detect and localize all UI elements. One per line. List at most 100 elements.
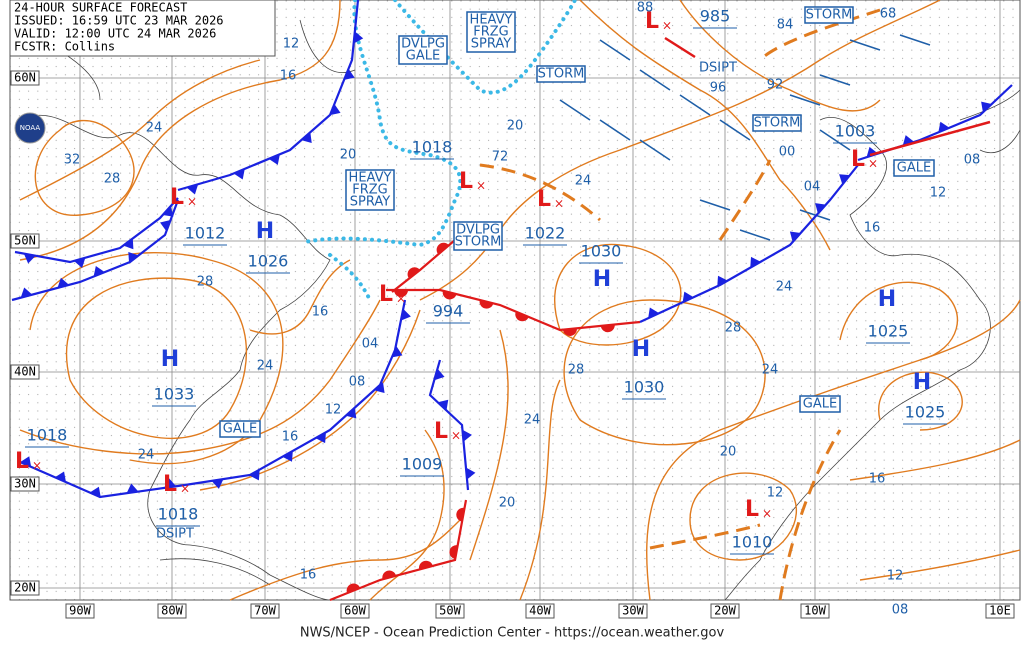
header-box	[9, 0, 276, 57]
isobar-label: 28	[104, 172, 121, 187]
graticule	[10, 0, 1020, 600]
header-line: ISSUED: 16:59 UTC 23 MAR 2026	[14, 14, 224, 28]
front-triangle	[211, 479, 224, 489]
cold-front	[19, 460, 186, 499]
isobar-label: 28	[725, 321, 742, 336]
pressure-value: 1018	[27, 426, 68, 445]
front-semicircle	[407, 267, 421, 279]
front-triangle	[648, 307, 660, 319]
warning-text: GALE	[223, 422, 257, 437]
front-semicircle	[456, 507, 465, 522]
warning-box	[466, 11, 516, 53]
isobar-label: 12	[767, 486, 784, 501]
front-triangle	[750, 256, 761, 268]
front-triangle	[123, 238, 134, 250]
front-triangle	[789, 231, 801, 243]
front-semicircle	[419, 560, 433, 570]
isobar-label: 04	[362, 337, 379, 352]
latitude-label-box	[10, 580, 40, 596]
isobar-label: 00	[779, 145, 796, 160]
warning-text: GALE	[803, 397, 837, 412]
warning-text: STORM	[538, 67, 585, 82]
logo-text: NOAA	[20, 124, 41, 132]
isobars	[19, 0, 1021, 601]
front-semicircle	[436, 242, 449, 255]
pressure-center-symbol: L	[15, 449, 29, 474]
front-triangle	[249, 469, 260, 481]
longitude-label: 40W	[529, 604, 551, 618]
map-frame	[9, 0, 1021, 601]
longitude-label-box	[618, 603, 648, 619]
pressure-value: 1009	[402, 455, 443, 474]
isobar-label: 08	[892, 603, 909, 618]
pressure-value: 1003	[835, 122, 876, 141]
warning-text: GALE	[406, 49, 440, 64]
front-triangle	[839, 174, 850, 185]
front-triangle	[128, 251, 139, 263]
warm-front	[329, 499, 468, 602]
low-marker: ×	[187, 195, 197, 209]
pressure-value: 985	[700, 7, 731, 26]
longitude-label-box	[985, 603, 1015, 619]
isobar-label: 28	[197, 275, 214, 290]
pressure-center-symbol: L	[537, 187, 551, 212]
pressure-center-symbol: L	[434, 419, 448, 444]
header-line: VALID: 12:00 UTC 24 MAR 2026	[14, 27, 216, 41]
warning-box	[893, 159, 935, 177]
longitude-label-box	[340, 603, 370, 619]
front-triangle	[682, 291, 694, 303]
front-triangle	[162, 206, 174, 217]
front-semicircle	[515, 311, 529, 322]
warning-text: STORM	[806, 8, 853, 23]
front-triangle	[186, 184, 199, 195]
front-triangle	[164, 478, 177, 488]
pressure-center-symbol: H	[161, 347, 179, 372]
isobar-label: 20	[507, 119, 524, 134]
warning-text: HEAVY	[470, 13, 513, 28]
longitude-label: 20W	[714, 604, 736, 618]
pressure-value: 1018	[158, 505, 199, 524]
longitude-label-box	[800, 603, 830, 619]
isobar-label: 24	[524, 413, 541, 428]
isobar-label: 88	[637, 1, 654, 16]
warm-front	[386, 288, 641, 332]
pressure-center-symbol: L	[379, 282, 393, 307]
low-marker: ×	[762, 507, 772, 521]
latitude-label: 20N	[14, 581, 36, 595]
pressure-value: 994	[433, 302, 464, 321]
longitude-label: 90W	[69, 604, 91, 618]
warning-text: STORM	[754, 116, 801, 131]
warning-text: FRZG	[473, 25, 509, 40]
cold-front	[177, 0, 360, 192]
front-triangle	[938, 121, 950, 133]
longitude-label-box	[435, 603, 465, 619]
front-triangle	[866, 146, 878, 158]
footer: NWS/NCEP - Ocean Prediction Center - htt…	[300, 626, 725, 641]
warning-text: DVLPG	[401, 37, 445, 52]
latitude-label: 40N	[14, 365, 36, 379]
longitude-label: 80W	[161, 604, 183, 618]
warning-box	[219, 420, 261, 438]
isobar-label: 20	[499, 496, 516, 511]
pressure-center-symbol: L	[163, 472, 177, 497]
warning-box	[398, 35, 448, 65]
front-triangle	[20, 287, 33, 298]
front-triangle	[434, 368, 445, 381]
low-marker: ×	[554, 197, 564, 211]
longitude-label-box	[157, 603, 187, 619]
isobar-label: 24	[257, 359, 274, 374]
pressure-value: 1030	[581, 242, 622, 261]
longitude-label: 10E	[989, 604, 1011, 618]
isobar-label: 68	[880, 7, 897, 22]
longitude-label: 10W	[804, 604, 826, 618]
isobar-label: 24	[575, 174, 592, 189]
isobar-label: 20	[340, 148, 357, 163]
pressure-center-symbol: L	[851, 147, 865, 172]
motion-arrow	[664, 36, 696, 59]
isobar-label: 12	[283, 37, 300, 52]
cold-front	[184, 299, 407, 487]
isobar-label: 32	[64, 153, 81, 168]
front-triangle	[268, 154, 280, 165]
warning-box	[799, 395, 841, 413]
